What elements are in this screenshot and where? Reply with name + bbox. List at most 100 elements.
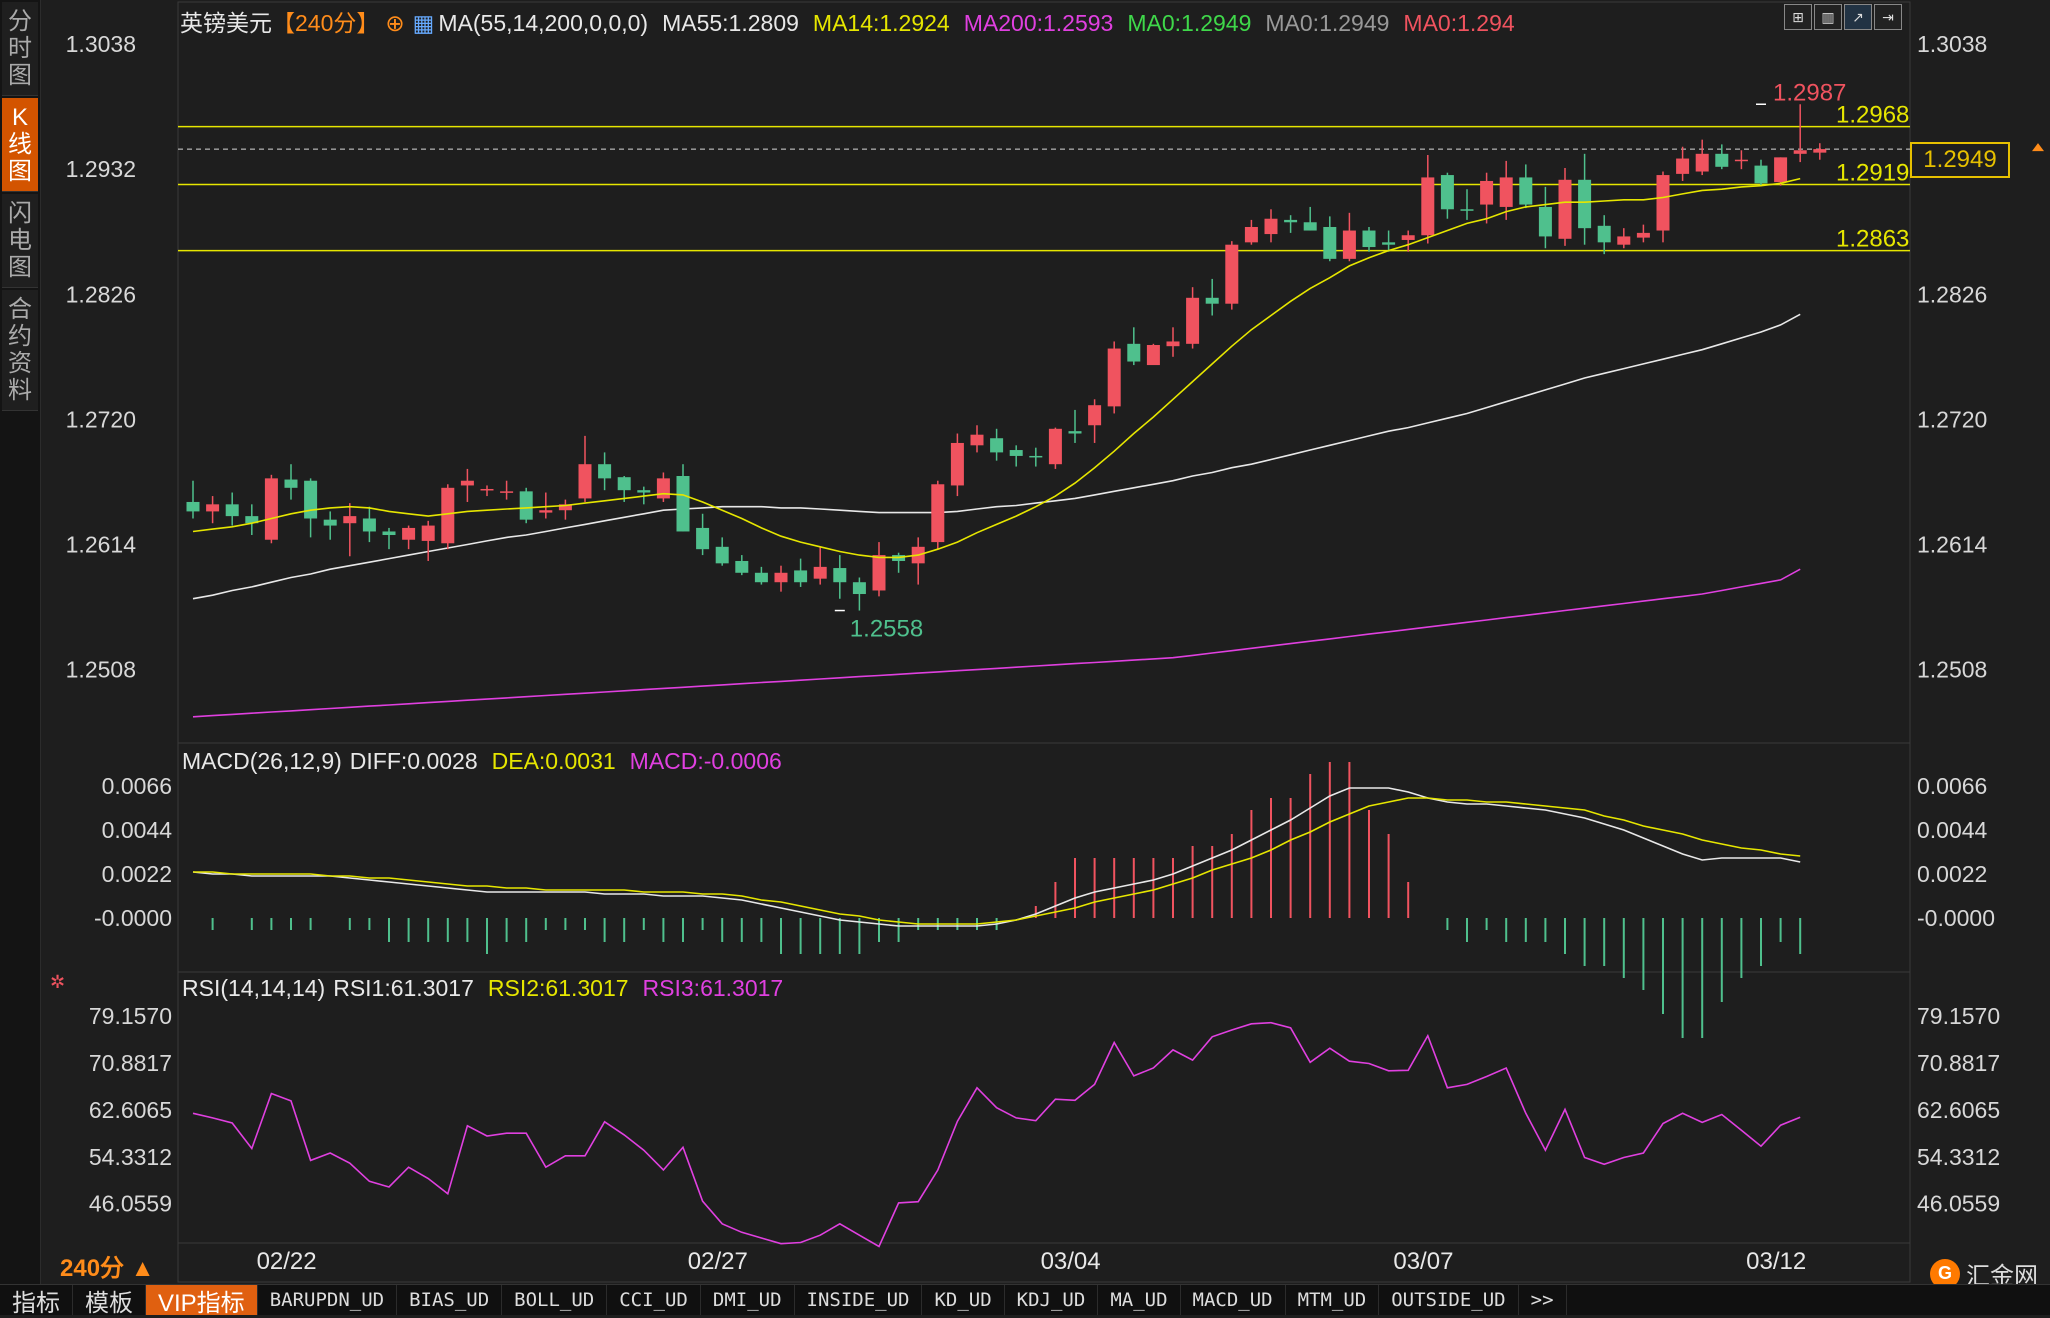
indicator-cci[interactable]: CCI_UD [607,1285,701,1315]
ma14-line [192,177,1801,559]
candle-body [578,464,592,499]
indicator-kd[interactable]: KD_UD [922,1285,1005,1315]
candle [1734,150,1748,170]
candle-body [676,476,690,532]
candle [421,520,435,561]
vip-indicator-button[interactable]: VIP指标 [146,1285,258,1317]
macd-axis-label-right: 0.0022 [1917,861,1987,887]
tab-time-chart[interactable]: 分时图 [2,2,38,96]
candle [1617,228,1631,249]
candle [343,503,357,557]
candle [460,468,474,502]
candle [1754,159,1768,186]
candle-body [519,491,533,520]
candle [402,525,416,550]
indicator-barupdn[interactable]: BARUPDN_UD [258,1285,398,1315]
candle-body [696,527,710,550]
candle-body [1225,244,1239,304]
template-button[interactable]: 模板 [73,1285,146,1317]
candle-body [441,487,455,544]
candle [970,425,984,453]
date-axis-label: 03/04 [1041,1248,1101,1275]
candle-body [1774,157,1788,183]
candle [1401,230,1415,252]
candle [676,464,690,532]
candle-body [1538,206,1552,237]
candle [1225,241,1239,310]
indicator-bias[interactable]: BIAS_UD [397,1285,503,1315]
candle [598,452,612,491]
candle-body [774,572,788,583]
candle-body [1284,219,1298,223]
candle [1715,144,1729,170]
ma55-line [192,313,1801,600]
candle [1284,215,1298,233]
candle [1538,186,1552,249]
indicator-button[interactable]: 指标 [0,1285,73,1317]
ma200-line [192,568,1801,718]
logo-icon: G [1930,1258,1960,1289]
candle-body [264,478,278,540]
indicator-kdj[interactable]: KDJ_UD [1005,1285,1099,1315]
low-price-annotation: 1.2558 [850,616,923,643]
settings-gear-icon[interactable]: ✲ [50,972,66,992]
candle-body [1754,165,1768,184]
rsi-axis-label-left: 62.6065 [89,1097,172,1123]
draw-tool-icon[interactable]: ↗ [1844,4,1872,30]
candle [1519,164,1533,209]
ma55-value: MA55:1.2809 [662,10,799,36]
tab-flash-chart[interactable]: 闪电图 [2,194,38,288]
candle-body [852,582,866,595]
indicator-inside[interactable]: INSIDE_UD [795,1285,923,1315]
chart-mode-icon[interactable]: ▥ [1814,4,1842,30]
crosshair-icon[interactable]: ⊕ [385,10,405,36]
candle-body [598,464,612,479]
period-tag[interactable]: 【240分】 [272,10,380,36]
candle-body [186,501,200,512]
rsi-params: RSI(14,14,14) [182,975,326,1001]
indicator-mtm[interactable]: MTM_UD [1286,1285,1380,1315]
candle-body [1813,149,1827,153]
kline-chart-canvas[interactable]: 1.30381.30381.29321.29321.28261.28261.27… [0,0,2050,1284]
indicator-outside[interactable]: OUTSIDE_UD [1379,1285,1519,1315]
price-axis-label-left: 1.3038 [66,31,136,57]
candle [931,480,945,550]
indicator-dmi[interactable]: DMI_UD [701,1285,795,1315]
indicator-icon[interactable]: ▦ [412,10,435,36]
ma0-value-red: MA0:1.294 [1403,10,1515,36]
candle [754,566,768,585]
candle [1695,139,1709,176]
macd-axis-label-left: 0.0044 [102,817,173,843]
period-selector[interactable]: 240分 ▲ [60,1248,154,1283]
chart-frame [177,1,1911,1283]
expand-icon[interactable]: ⇥ [1874,4,1902,30]
macd-dea-value: DEA:0.0031 [491,748,616,774]
rsi-axis-label-right: 54.3312 [1917,1144,2000,1170]
candle [1244,219,1258,245]
indicator-boll[interactable]: BOLL_UD [502,1285,608,1315]
layout-grid-icon[interactable]: ⊞ [1784,4,1812,30]
tab-kline-chart[interactable]: K线图 [2,98,38,192]
candle-body [656,478,670,499]
macd-axis-label-right: 0.0044 [1917,817,1988,843]
tab-contract-info[interactable]: 合约资料 [2,290,38,411]
candle [206,496,220,524]
macd-axis-label-right: -0.0000 [1917,905,1995,931]
indicator-ma[interactable]: MA_UD [1098,1285,1181,1315]
candle [813,546,827,585]
candle [1558,167,1572,246]
candle-body [225,504,239,517]
candle [833,555,847,599]
candle [264,474,278,544]
candle-body [382,531,396,536]
more-indicators-button[interactable]: >> [1519,1285,1567,1315]
indicator-macd[interactable]: MACD_UD [1181,1285,1286,1315]
candle-body [1793,150,1807,154]
candle-body [1460,209,1474,211]
current-price-tag: 1.2949 [1910,142,2010,178]
candle-body [833,568,847,583]
macd-diff-line [192,787,1801,927]
candle [1440,172,1454,219]
price-axis-label-left: 1.2932 [66,156,136,182]
candle [852,577,866,611]
